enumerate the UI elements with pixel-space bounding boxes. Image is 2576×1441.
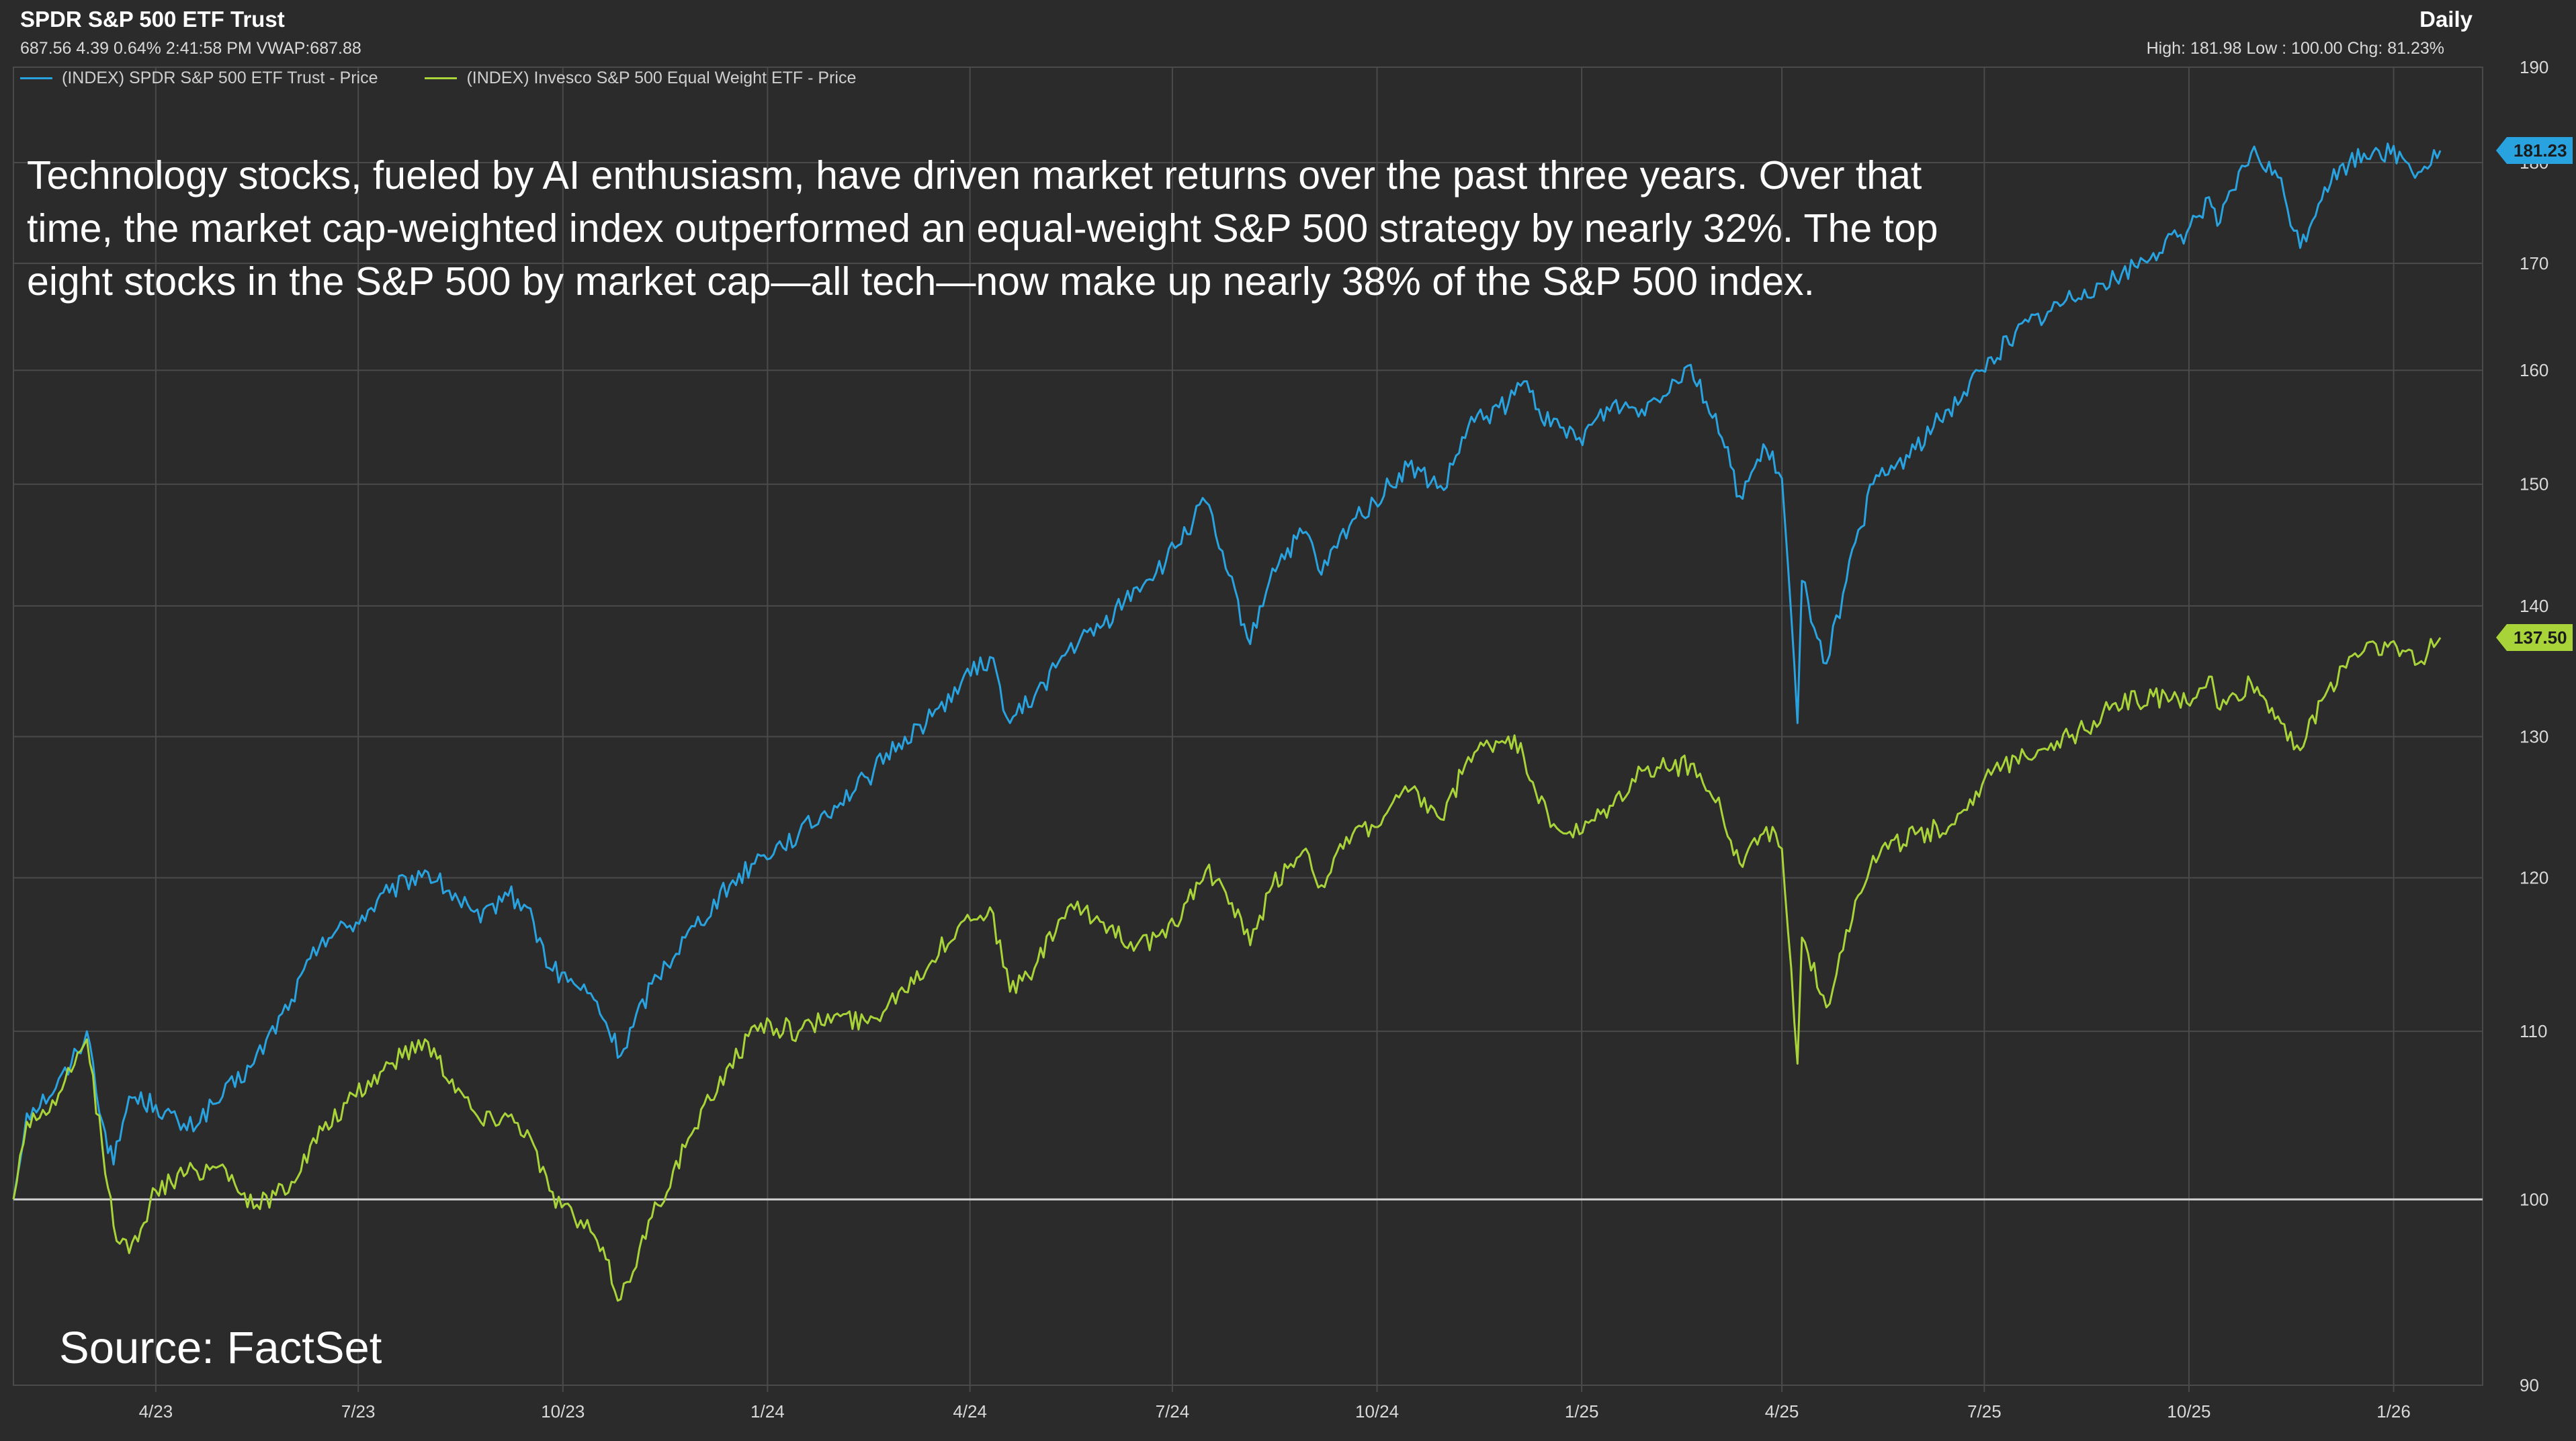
- legend-label-spy: (INDEX) SPDR S&P 500 ETF Trust - Price: [62, 69, 378, 87]
- x-tick-label-4-23: 4/23: [139, 1401, 173, 1422]
- legend: (INDEX) SPDR S&P 500 ETF Trust - Price (…: [20, 69, 856, 88]
- series-lines: [12, 142, 2442, 1302]
- y-tick-label-170: 170: [2520, 253, 2548, 273]
- x-tick-label-10-24: 10/24: [1355, 1401, 1399, 1422]
- x-tick-label-4-25: 4/25: [1765, 1401, 1799, 1422]
- last-value-badge-spy: 181.23: [2496, 137, 2573, 165]
- stats-line: High: 181.98 Low : 100.00 Chg: 81.23%: [2146, 39, 2444, 58]
- chart-title: SPDR S&P 500 ETF Trust: [20, 7, 285, 32]
- legend-swatch-rsp: [425, 77, 458, 79]
- series-line-spy: [12, 142, 2442, 1200]
- legend-item-spy[interactable]: (INDEX) SPDR S&P 500 ETF Trust - Price: [20, 69, 378, 88]
- x-tick-label-10-23: 10/23: [541, 1401, 585, 1422]
- x-tick-label-7-23: 7/23: [341, 1401, 376, 1422]
- y-tick-label-140: 140: [2520, 596, 2548, 616]
- y-tick-label-120: 120: [2520, 868, 2548, 888]
- period-label[interactable]: Daily: [2419, 7, 2473, 32]
- axis-labels: 901001101201301401501601701801904/237/23…: [139, 57, 2549, 1422]
- quote-line: 687.56 4.39 0.64% 2:41:58 PM VWAP:687.88: [20, 39, 361, 58]
- legend-label-rsp: (INDEX) Invesco S&P 500 Equal Weight ETF…: [466, 69, 857, 87]
- y-tick-label-160: 160: [2520, 360, 2548, 380]
- legend-item-rsp[interactable]: (INDEX) Invesco S&P 500 Equal Weight ETF…: [425, 69, 856, 88]
- last-value-badge-rsp: 137.50: [2496, 624, 2573, 652]
- x-tick-label-7-25: 7/25: [1967, 1401, 2002, 1422]
- x-tick-label-4-24: 4/24: [953, 1401, 987, 1422]
- x-tick-label-1-26: 1/26: [2376, 1401, 2411, 1422]
- x-tick-label-10-25: 10/25: [2167, 1401, 2210, 1422]
- y-tick-label-110: 110: [2520, 1021, 2547, 1041]
- y-tick-label-130: 130: [2520, 726, 2548, 746]
- annotation-text: Technology stocks, fueled by AI enthusia…: [27, 153, 1938, 304]
- series-line-rsp: [12, 637, 2442, 1302]
- x-tick-label-1-25: 1/25: [1565, 1401, 1599, 1422]
- y-tick-label-190: 190: [2520, 57, 2548, 77]
- plot-frame: [13, 67, 2483, 1386]
- source-note: Source: FactSet: [59, 1323, 382, 1373]
- x-tick-label-7-24: 7/24: [1156, 1401, 1190, 1422]
- y-tick-label-100: 100: [2520, 1189, 2548, 1209]
- legend-swatch-spy: [20, 77, 52, 79]
- x-tick-label-1-24: 1/24: [750, 1401, 785, 1422]
- y-tick-label-90: 90: [2520, 1375, 2539, 1395]
- y-tick-label-150: 150: [2520, 474, 2548, 494]
